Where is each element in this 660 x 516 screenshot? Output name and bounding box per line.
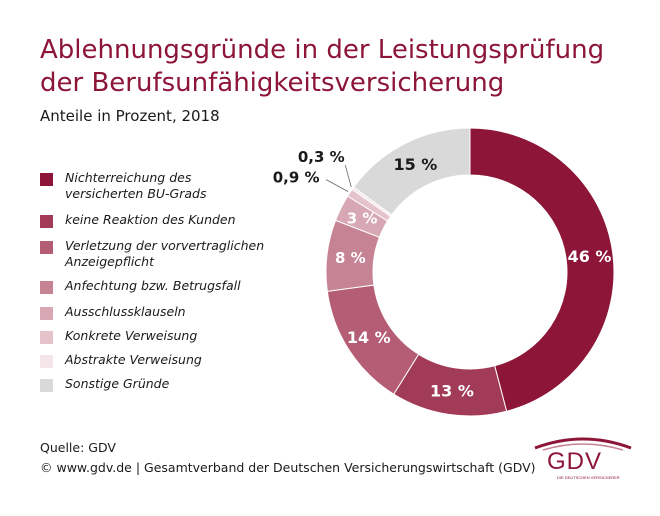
logo-arc-icon <box>534 437 632 451</box>
slice-value-label: 46 % <box>568 247 612 266</box>
slice-value-label: 8 % <box>335 249 366 267</box>
legend-label: Nichterreichung des versicherten BU-Grad… <box>65 170 207 201</box>
legend-item: Anfechtung bzw. Betrugsfall <box>40 278 265 294</box>
legend-swatch <box>40 355 53 368</box>
legend-item: Nichterreichung des versicherten BU-Grad… <box>40 170 265 202</box>
legend-label: keine Reaktion des Kunden <box>65 212 236 227</box>
legend-item: Verletzung der vorvertraglichen Anzeigep… <box>40 238 265 270</box>
slice-value-label: 3 % <box>347 209 378 227</box>
legend-label: Verletzung der vorvertraglichen Anzeigep… <box>65 238 265 269</box>
legend-swatch <box>40 379 53 392</box>
legend-swatch <box>40 281 53 294</box>
legend-label: Ausschlussklauseln <box>65 304 186 319</box>
source-note: Quelle: GDV <box>40 440 116 455</box>
slice-value-label: 0,9 % <box>273 169 320 187</box>
donut-slice <box>352 127 471 216</box>
slice-value-label: 15 % <box>393 155 437 174</box>
legend-item: Abstrakte Verweisung <box>40 352 265 368</box>
legend-label: Abstrakte Verweisung <box>65 352 202 367</box>
donut-slice <box>469 127 615 412</box>
legend-label: Konkrete Verweisung <box>65 328 198 343</box>
legend-label: Sonstige Gründe <box>65 376 170 391</box>
chart-title: Ablehnungsgründe in der Leistungsprüfung… <box>40 34 640 100</box>
gdv-logo: GDV DIE DEUTSCHEN VERSICHERER <box>533 436 633 486</box>
chart-subtitle: Anteile in Prozent, 2018 <box>40 107 220 125</box>
legend-label: Anfechtung bzw. Betrugsfall <box>65 278 241 293</box>
legend-item: Ausschlussklauseln <box>40 304 265 320</box>
slice-value-label: 13 % <box>430 382 474 401</box>
legend-item: keine Reaktion des Kunden <box>40 212 265 228</box>
slice-value-label: 14 % <box>347 328 391 347</box>
copyright-note: © www.gdv.de | Gesamtverband der Deutsch… <box>40 460 536 475</box>
logo-text: GDV <box>547 448 603 475</box>
slice-value-label: 0,3 % <box>298 148 345 166</box>
leader-line <box>344 164 352 188</box>
legend-item: Sonstige Gründe <box>40 376 265 392</box>
legend-swatch <box>40 241 53 254</box>
leader-line <box>325 179 349 192</box>
legend-swatch <box>40 215 53 228</box>
logo-tagline: DIE DEUTSCHEN VERSICHERER <box>557 475 620 480</box>
legend-swatch <box>40 173 53 186</box>
chart-title-line-2: der Berufsunfähigkeitsversicherung <box>40 68 505 98</box>
legend-item: Konkrete Verweisung <box>40 328 265 344</box>
chart-title-line-1: Ablehnungsgründe in der Leistungsprüfung <box>40 35 605 65</box>
legend-swatch <box>40 307 53 320</box>
legend-swatch <box>40 331 53 344</box>
